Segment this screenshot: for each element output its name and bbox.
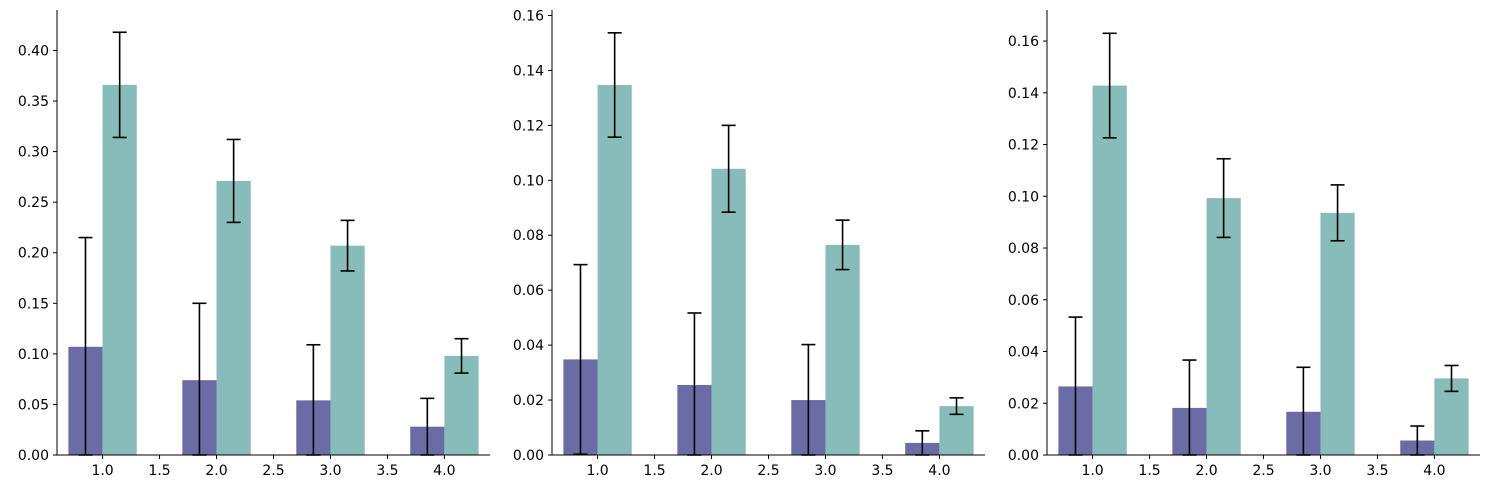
x-tick-label: 1.5	[148, 463, 170, 479]
chart-panel-1: 0.00 0.05 0.10 0.15 0.20 0.25 0.30 0.35 0.40 1.0 1…	[18, 10, 490, 479]
y-tick-label: 0.40	[18, 43, 49, 59]
x-tick-label: 4.0	[433, 463, 455, 479]
error-bar-series-2-cat-2	[1216, 157, 1231, 239]
x-tick-label: 2.0	[1195, 463, 1217, 479]
y-tick-label: 0.02	[513, 393, 544, 409]
bar-series-2-cat-1	[102, 84, 137, 455]
bar-series-2-cat-3	[825, 244, 860, 455]
y-tick-label: 0.06	[1008, 293, 1039, 309]
error-bar-series-2-cat-4	[454, 337, 469, 374]
y-tick-label: 0.06	[513, 283, 544, 299]
bar-series-2-cat-2	[711, 168, 746, 455]
x-tick-label: 1.5	[643, 463, 665, 479]
x-tick-label: 2.0	[205, 463, 227, 479]
y-tick-label: 0.20	[18, 246, 49, 262]
x-tick-label: 3.0	[319, 463, 341, 479]
y-tick-label: 0.00	[1008, 448, 1039, 464]
y-tick-label: 0.10	[1008, 189, 1039, 205]
y-tick-label: 0.15	[18, 296, 49, 312]
bar-series-2-cat-1	[1092, 85, 1127, 455]
y-tick-label: 0.10	[513, 173, 544, 189]
error-bar-series-2-cat-3	[1330, 184, 1345, 242]
x-tick-label: 4.0	[1423, 463, 1445, 479]
bar-series-2-cat-2	[1206, 198, 1241, 455]
chart-panel-3: 0.00 0.02 0.04 0.06 0.08 0.10 0.12 0.14 0.16 1.0 1…	[1008, 10, 1480, 479]
chart-panel-2: 0.00 0.02 0.04 0.06 0.08 0.10 0.12 0.14 0.16 1.0 1…	[513, 8, 985, 479]
x-tick-label: 2.5	[262, 463, 284, 479]
bar-series-2-cat-2	[216, 180, 251, 455]
bar-series-2-cat-1	[597, 84, 632, 456]
y-tick-label: 0.35	[18, 94, 49, 110]
bar-series-2-cat-3	[330, 245, 365, 455]
x-tick-label: 2.5	[757, 463, 779, 479]
y-tick-label: 0.08	[513, 228, 544, 244]
x-tick-label: 1.5	[1138, 463, 1160, 479]
x-tick-label: 1.0	[1081, 463, 1103, 479]
error-bar-series-2-cat-3	[340, 219, 355, 272]
x-tick-label: 2.0	[700, 463, 722, 479]
y-tick-label: 0.16	[1008, 34, 1039, 50]
error-bar-series-2-cat-4	[949, 397, 964, 416]
y-tick-label: 0.30	[18, 145, 49, 161]
y-tick-label: 0.14	[1008, 86, 1039, 102]
x-tick-label: 1.0	[91, 463, 113, 479]
error-bar-series-2-cat-1	[112, 31, 127, 139]
y-tick-label: 0.10	[18, 347, 49, 363]
error-bar-series-2-cat-1	[1102, 32, 1117, 139]
y-tick-label: 0.12	[1008, 138, 1039, 154]
x-tick-label: 3.0	[1309, 463, 1331, 479]
y-tick-label: 0.08	[1008, 241, 1039, 257]
x-tick-label: 3.5	[871, 463, 893, 479]
y-tick-label: 0.14	[513, 63, 544, 79]
y-tick-label: 0.16	[513, 8, 544, 24]
y-tick-label: 0.00	[18, 448, 49, 464]
error-bar-series-2-cat-2	[226, 138, 241, 224]
y-tick-label: 0.00	[513, 448, 544, 464]
x-tick-label: 2.5	[1252, 463, 1274, 479]
error-bar-series-2-cat-2	[721, 124, 736, 213]
error-bar-series-1-cat-1	[573, 263, 588, 455]
x-tick-label: 4.0	[928, 463, 950, 479]
error-bar-series-2-cat-4	[1444, 364, 1459, 393]
y-tick-label: 0.25	[18, 195, 49, 211]
y-tick-label: 0.05	[18, 397, 49, 413]
x-tick-label: 3.5	[376, 463, 398, 479]
x-tick-label: 3.5	[1366, 463, 1388, 479]
x-tick-label: 1.0	[586, 463, 608, 479]
bar-series-2-cat-3	[1320, 212, 1355, 455]
error-bar-series-2-cat-3	[835, 219, 850, 271]
y-tick-label: 0.02	[1008, 396, 1039, 412]
y-tick-label: 0.04	[513, 338, 544, 354]
y-tick-label: 0.04	[1008, 345, 1039, 361]
error-bar-series-2-cat-1	[607, 31, 622, 138]
y-tick-label: 0.12	[513, 118, 544, 134]
x-tick-label: 3.0	[814, 463, 836, 479]
